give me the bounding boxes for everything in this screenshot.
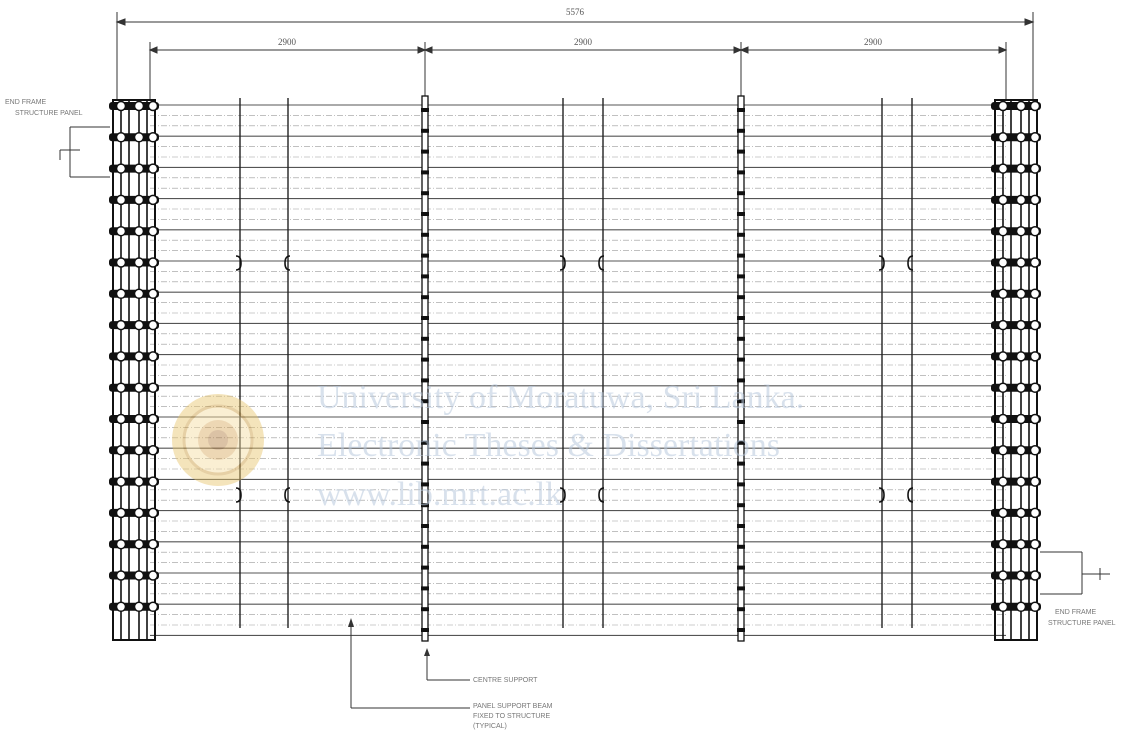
splice-bracket xyxy=(235,487,242,503)
column-bolt xyxy=(421,128,429,133)
column-bolt xyxy=(421,482,429,487)
column-bolt xyxy=(737,108,745,112)
column-bolt xyxy=(421,149,429,154)
column-bolt xyxy=(737,628,745,632)
column-bolt-markers xyxy=(421,108,745,632)
column-bolt xyxy=(737,232,745,237)
column-bolt xyxy=(421,232,429,237)
column-bolt xyxy=(737,565,745,570)
column-bolt xyxy=(737,128,745,133)
bottom-note-line-2: FIXED TO STRUCTURE xyxy=(473,713,550,720)
column-bolt xyxy=(737,316,745,320)
splice-brackets xyxy=(235,255,914,503)
watermark-line-3: www.lib.mrt.ac.lk xyxy=(317,476,562,513)
splice-bracket xyxy=(284,255,291,271)
splice-bracket xyxy=(598,487,605,503)
bay-dimension-label-1: 2900 xyxy=(278,37,297,47)
splice-bracket xyxy=(559,255,566,271)
bay-dimension-label-3: 2900 xyxy=(864,37,883,47)
column-bolt xyxy=(421,295,429,300)
right-note-line-1: END FRAME xyxy=(1055,609,1097,616)
column-bolt xyxy=(421,253,429,258)
horizontal-purlin-lines xyxy=(150,104,1006,636)
column-bolt xyxy=(737,149,745,154)
splice-bracket xyxy=(235,255,242,271)
column-bolt xyxy=(421,399,429,404)
right-note-line-2: STRUCTURE PANEL xyxy=(1048,620,1116,627)
column-bolt xyxy=(421,524,429,528)
column-bolt xyxy=(421,503,429,508)
splice-bracket xyxy=(878,487,885,503)
centre-support-note: CENTRE SUPPORT xyxy=(473,677,538,684)
column-bolt xyxy=(737,357,745,362)
splice-bracket xyxy=(878,255,885,271)
column-bolt xyxy=(737,482,745,487)
overall-dimension xyxy=(115,12,1035,100)
splice-bracket xyxy=(907,255,914,271)
end-frame xyxy=(109,99,159,641)
column-bolt xyxy=(421,420,429,424)
column-bolt xyxy=(421,378,429,383)
column-bolt xyxy=(737,503,745,508)
column-bolt xyxy=(737,399,745,404)
bottom-leader xyxy=(348,618,470,709)
column-bolt xyxy=(421,461,429,466)
right-bottom-annotation xyxy=(1040,551,1110,595)
column-bolt xyxy=(737,420,745,424)
column-bolt xyxy=(421,170,429,175)
bottom-note-line-1: PANEL SUPPORT BEAM xyxy=(473,703,553,710)
centre-support-leader xyxy=(424,648,470,681)
splice-bracket xyxy=(284,487,291,503)
column-bolt xyxy=(421,191,429,196)
column-bolt xyxy=(421,316,429,320)
splice-bracket xyxy=(907,487,914,503)
column-bolt xyxy=(737,191,745,196)
column-bolt xyxy=(737,253,745,258)
end-frame xyxy=(991,99,1041,641)
column-bolt xyxy=(421,336,429,341)
column-bolt xyxy=(737,524,745,528)
column-bolt xyxy=(737,170,745,175)
watermark-line-2: Electronic Theses & Dissertations xyxy=(317,427,780,464)
university-seal-icon xyxy=(172,394,264,486)
column-bolt xyxy=(421,565,429,570)
column-bolt xyxy=(737,378,745,383)
centre-support-columns xyxy=(421,95,745,642)
column-bolt xyxy=(737,212,745,216)
column-bolt xyxy=(421,440,429,445)
bay-dimensions xyxy=(148,42,1008,100)
splice-bracket xyxy=(598,255,605,271)
left-note-line-2: STRUCTURE PANEL xyxy=(15,110,83,117)
column-bolt xyxy=(737,295,745,300)
column-bolt xyxy=(737,607,745,612)
bottom-note-line-3: (TYPICAL) xyxy=(473,723,507,730)
left-note-line-1: END FRAME xyxy=(5,99,47,106)
column-bolt xyxy=(421,108,429,112)
bay-dimension-label-2: 2900 xyxy=(574,37,593,47)
end-frames xyxy=(109,99,1041,641)
column-bolt xyxy=(737,440,745,445)
column-bolt xyxy=(737,586,745,591)
column-bolt xyxy=(421,586,429,591)
column-bolt xyxy=(421,607,429,612)
watermark-line-1: University of Moratuwa, Sri Lanka. xyxy=(317,379,804,416)
column-bolt xyxy=(737,461,745,466)
column-bolt xyxy=(421,544,429,549)
vertical-posts xyxy=(239,98,913,628)
column-bolt xyxy=(421,628,429,632)
column-bolt xyxy=(421,274,429,279)
overall-dimension-label: 5576 xyxy=(566,7,585,17)
column-bolt xyxy=(421,357,429,362)
column-bolt xyxy=(737,336,745,341)
left-top-annotation xyxy=(59,126,110,178)
column-bolt xyxy=(737,544,745,549)
column-bolt xyxy=(737,274,745,279)
splice-bracket xyxy=(559,487,566,503)
column-bolt xyxy=(421,212,429,216)
